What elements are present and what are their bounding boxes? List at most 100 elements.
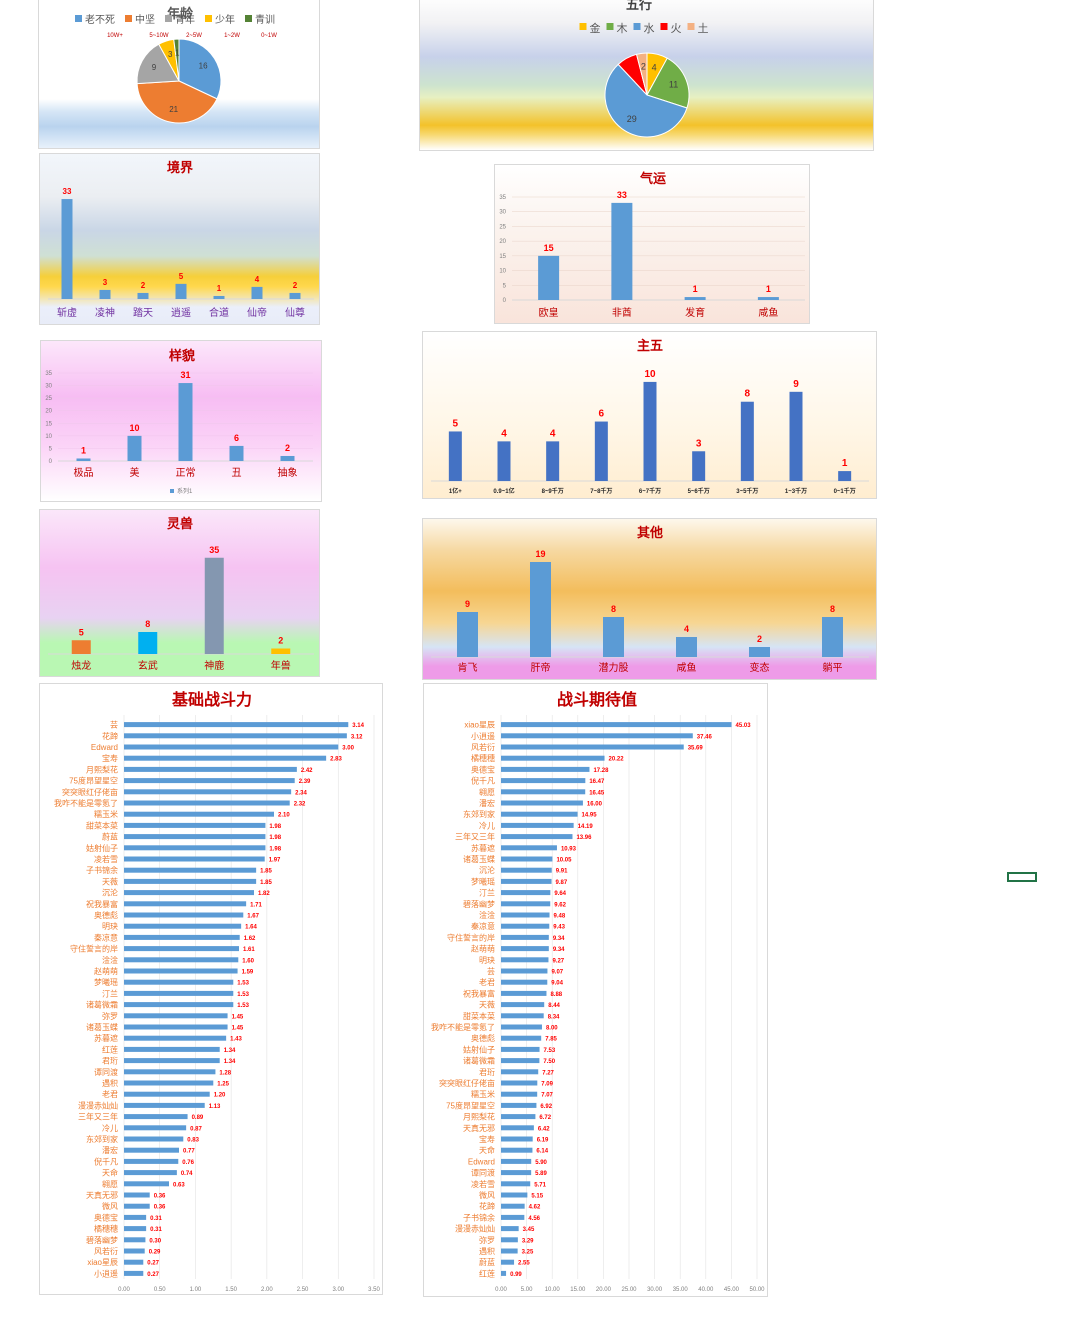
bar <box>124 834 266 840</box>
x-tick: 3.00 <box>332 1287 344 1293</box>
category-label: 凌若雪 <box>471 1179 495 1189</box>
chart-title: 年龄 <box>167 6 194 21</box>
bar-value-label: 9.91 <box>556 869 568 875</box>
bar-value-label: 1.59 <box>242 970 254 976</box>
pie-slice <box>646 57 690 109</box>
bar <box>124 1080 214 1086</box>
bar <box>124 755 327 761</box>
bar-value-label: 9.27 <box>552 958 564 964</box>
legend-swatch <box>170 489 174 493</box>
bar-value-label: 0.36 <box>154 1194 166 1200</box>
bar-value-label: 5.71 <box>534 1182 546 1188</box>
legend-label: 青训 <box>255 13 275 26</box>
category-label: 正常 <box>176 466 196 479</box>
category-label: 红莲 <box>479 1268 495 1278</box>
category-label: 极品 <box>74 466 94 479</box>
y-tick: 15 <box>45 421 52 427</box>
bar-value-label: 1.98 <box>269 824 281 830</box>
bar-value-label: 9 <box>793 379 799 390</box>
category-label: 三年又三年 <box>78 1112 118 1122</box>
category-label: 糯玉米 <box>471 1089 495 1099</box>
bar <box>124 979 234 985</box>
legend-note: 2~5W <box>186 33 202 39</box>
bar-value-label: 3.45 <box>523 1227 535 1233</box>
bar <box>838 471 852 481</box>
bar-value-label: 0.77 <box>183 1149 195 1155</box>
bar-value-label: 6 <box>599 409 605 420</box>
bar <box>124 1136 184 1142</box>
x-tick: 25.00 <box>621 1287 637 1293</box>
bar-value-label: 6.14 <box>536 1149 548 1155</box>
bar <box>124 957 239 963</box>
bar <box>757 297 779 300</box>
bar <box>501 1214 525 1220</box>
bar <box>124 1147 179 1153</box>
x-tick: 35.00 <box>673 1287 689 1293</box>
bar-value-label: 7.27 <box>542 1070 554 1076</box>
bar <box>271 648 291 654</box>
bar <box>501 1181 531 1187</box>
bar <box>124 1226 147 1232</box>
bar <box>501 990 547 996</box>
bar-value-label: 4 <box>501 428 507 439</box>
bar <box>501 789 586 795</box>
chart-title: 主五 <box>637 338 663 353</box>
category-label: 梦曦瑶 <box>94 977 118 987</box>
bar-value-label: 0.31 <box>150 1227 162 1233</box>
bar-value-label: 1.34 <box>224 1059 236 1065</box>
bar <box>124 1013 228 1019</box>
bar-value-label: 33 <box>63 187 72 196</box>
bar <box>749 647 770 657</box>
category-label: 1~3千万 <box>785 487 807 495</box>
bar-value-label: 6.19 <box>537 1138 549 1144</box>
category-label: 我咋不能是零氪了 <box>431 1022 495 1032</box>
bar <box>124 1214 147 1220</box>
bar-value-label: 0.87 <box>190 1126 202 1132</box>
y-tick: 20 <box>45 409 52 415</box>
bar <box>204 557 224 654</box>
bar-value-label: 1.85 <box>260 869 272 875</box>
bar-value-label: 6 <box>234 433 239 443</box>
pie-slice <box>178 38 222 100</box>
bar-value-label: 3.29 <box>522 1238 534 1244</box>
bar-value-label: 13.96 <box>576 835 592 841</box>
category-label: 子书锦余 <box>86 865 118 875</box>
category-label: 突突眼红仔佬亩 <box>62 787 118 797</box>
pie-slice <box>173 38 180 82</box>
bar <box>124 1024 228 1030</box>
category-label: 守住誓言的岸 <box>447 932 495 942</box>
legend-label: 木 <box>617 22 628 35</box>
category-label: 东郊到家 <box>86 1134 118 1144</box>
selected-cell[interactable] <box>1007 872 1037 882</box>
bar-value-label: 14.95 <box>582 813 598 819</box>
x-tick: 15.00 <box>570 1287 586 1293</box>
bar-value-label: 2 <box>293 281 298 290</box>
chart-title: 基础战斗力 <box>171 690 252 709</box>
category-label: 倪千凡 <box>94 1156 118 1166</box>
bar-value-label: 0.74 <box>181 1171 193 1177</box>
bar-value-label: 0.30 <box>149 1238 161 1244</box>
x-tick: 40.00 <box>698 1287 714 1293</box>
wuxing-pie-chart: 五行金 木 水 火 土 4 11 29 2 <box>419 0 874 151</box>
legend-swatch <box>660 23 668 30</box>
bar <box>124 1259 144 1265</box>
bar <box>501 1203 525 1209</box>
jingjie-bar-chart: 境界 33 斩虚 3 凌神 2 踏天 5 逍遥 1 合道 4 仙帝 2 仙尊 <box>39 153 320 325</box>
category-label: 发育 <box>685 306 705 319</box>
bar-value-label: 5 <box>79 627 84 637</box>
bar <box>61 199 73 299</box>
x-tick: 3.50 <box>368 1287 380 1293</box>
category-label: 橘穗穗 <box>471 753 495 763</box>
bar <box>501 979 548 985</box>
category-label: 凌若雪 <box>94 854 118 864</box>
category-label: 蔚蓝 <box>479 1257 495 1267</box>
bar-value-label: 9.87 <box>556 880 568 886</box>
bar <box>501 1147 533 1153</box>
legend-label: 中坚 <box>135 13 155 26</box>
bar-value-label: 8.88 <box>550 992 562 998</box>
bar <box>124 1046 220 1052</box>
bar <box>501 856 553 862</box>
bar-value-label: 1.62 <box>244 936 256 942</box>
category-label: 潘宏 <box>479 798 495 808</box>
bar <box>71 640 91 654</box>
